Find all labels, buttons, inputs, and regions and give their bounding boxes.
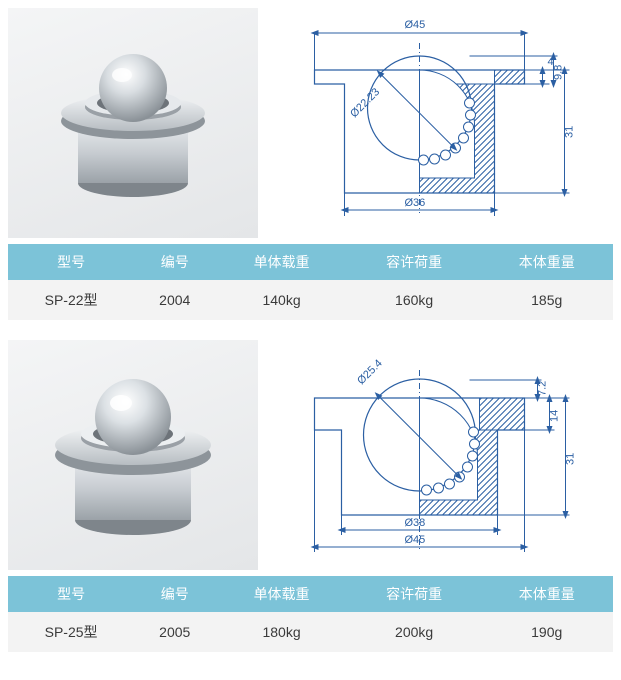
product-block-2: Ø25.4 31 14 7.2 Ø38 bbox=[8, 340, 613, 652]
table-row: SP-25型 2005 180kg 200kg 190g bbox=[8, 612, 613, 652]
dim-ball-dia: Ø22.23 bbox=[348, 86, 382, 120]
dim-body-dia: Ø36 bbox=[405, 197, 426, 209]
visual-row: Ø45 bbox=[8, 8, 613, 238]
val-single: 140kg bbox=[215, 280, 348, 320]
val-number: 2004 bbox=[134, 280, 215, 320]
visual-row: Ø25.4 31 14 7.2 Ø38 bbox=[8, 340, 613, 570]
col-number: 编号 bbox=[134, 244, 215, 280]
col-model: 型号 bbox=[8, 576, 134, 612]
val-single: 180kg bbox=[215, 612, 348, 652]
dim-ball-dia: Ø25.4 bbox=[355, 357, 385, 387]
ball-transfer-render-2 bbox=[43, 360, 223, 550]
col-weight: 本体重量 bbox=[480, 576, 613, 612]
col-weight: 本体重量 bbox=[480, 244, 613, 280]
col-number: 编号 bbox=[134, 576, 215, 612]
table-header-row: 型号 编号 单体载重 容许荷重 本体重量 bbox=[8, 576, 613, 612]
val-weight: 190g bbox=[480, 612, 613, 652]
dim-flange-thk: 14 bbox=[549, 410, 561, 422]
col-single: 单体载重 bbox=[215, 576, 348, 612]
product-photo-1 bbox=[8, 8, 258, 238]
dim-body-dia: Ø38 bbox=[405, 517, 426, 529]
technical-diagram-2: Ø25.4 31 14 7.2 Ø38 bbox=[266, 340, 613, 570]
dim-ball-prot: 9.8 bbox=[553, 65, 565, 80]
dim-total-h: 31 bbox=[564, 126, 576, 138]
val-model: SP-22型 bbox=[8, 280, 134, 320]
dim-ball-prot: 7.2 bbox=[537, 381, 549, 396]
val-allow: 200kg bbox=[348, 612, 481, 652]
col-allow: 容许荷重 bbox=[348, 576, 481, 612]
product-block-1: Ø45 bbox=[8, 8, 613, 320]
val-number: 2005 bbox=[134, 612, 215, 652]
col-model: 型号 bbox=[8, 244, 134, 280]
table-row: SP-22型 2004 140kg 160kg 185g bbox=[8, 280, 613, 320]
dim-flange-dia: Ø45 bbox=[405, 534, 426, 546]
col-allow: 容许荷重 bbox=[348, 244, 481, 280]
val-weight: 185g bbox=[480, 280, 613, 320]
dim-flange-dia: Ø45 bbox=[405, 19, 426, 31]
val-model: SP-25型 bbox=[8, 612, 134, 652]
technical-diagram-1: Ø45 bbox=[266, 8, 613, 238]
ball-transfer-render-1 bbox=[48, 33, 218, 213]
col-single: 单体载重 bbox=[215, 244, 348, 280]
product-photo-2 bbox=[8, 340, 258, 570]
spec-table-2: 型号 编号 单体载重 容许荷重 本体重量 SP-25型 2005 180kg 2… bbox=[8, 576, 613, 652]
spec-table-1: 型号 编号 单体载重 容许荷重 本体重量 SP-22型 2004 140kg 1… bbox=[8, 244, 613, 320]
val-allow: 160kg bbox=[348, 280, 481, 320]
dim-total-h: 31 bbox=[565, 453, 577, 465]
table-header-row: 型号 编号 单体载重 容许荷重 本体重量 bbox=[8, 244, 613, 280]
